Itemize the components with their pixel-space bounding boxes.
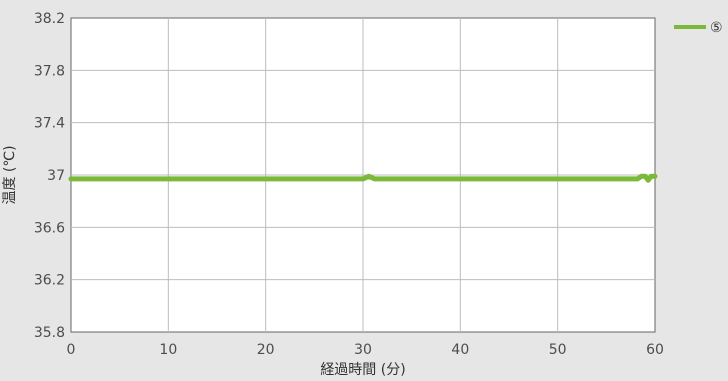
x-axis-ticks: 0 10 20 30 40 50 60 xyxy=(67,342,664,358)
x-tick-label: 10 xyxy=(159,342,177,358)
y-tick-label: 37 xyxy=(47,168,65,184)
x-tick-label: 40 xyxy=(451,342,469,358)
y-tick-label: 35.8 xyxy=(34,325,65,341)
y-tick-label: 36.2 xyxy=(34,273,65,289)
x-tick-label: 60 xyxy=(646,342,664,358)
x-tick-label: 20 xyxy=(257,342,275,358)
legend-label: ⑤ xyxy=(710,20,723,36)
x-axis-title: 経過時間 (分) xyxy=(320,362,405,378)
y-axis-ticks: 35.8 36.2 36.6 37 37.4 37.8 38.2 xyxy=(34,11,65,341)
y-tick-label: 37.8 xyxy=(34,63,65,79)
y-axis-title: 温度 (℃) xyxy=(2,145,18,204)
legend: ⑤ xyxy=(674,20,723,36)
y-tick-label: 36.6 xyxy=(34,220,65,236)
y-tick-label: 37.4 xyxy=(34,116,65,132)
x-tick-label: 0 xyxy=(67,342,76,358)
series-line xyxy=(68,173,658,183)
x-tick-label: 30 xyxy=(354,342,372,358)
y-tick-label: 38.2 xyxy=(34,11,65,27)
grid xyxy=(71,18,655,332)
series xyxy=(68,173,658,183)
x-tick-label: 50 xyxy=(549,342,567,358)
